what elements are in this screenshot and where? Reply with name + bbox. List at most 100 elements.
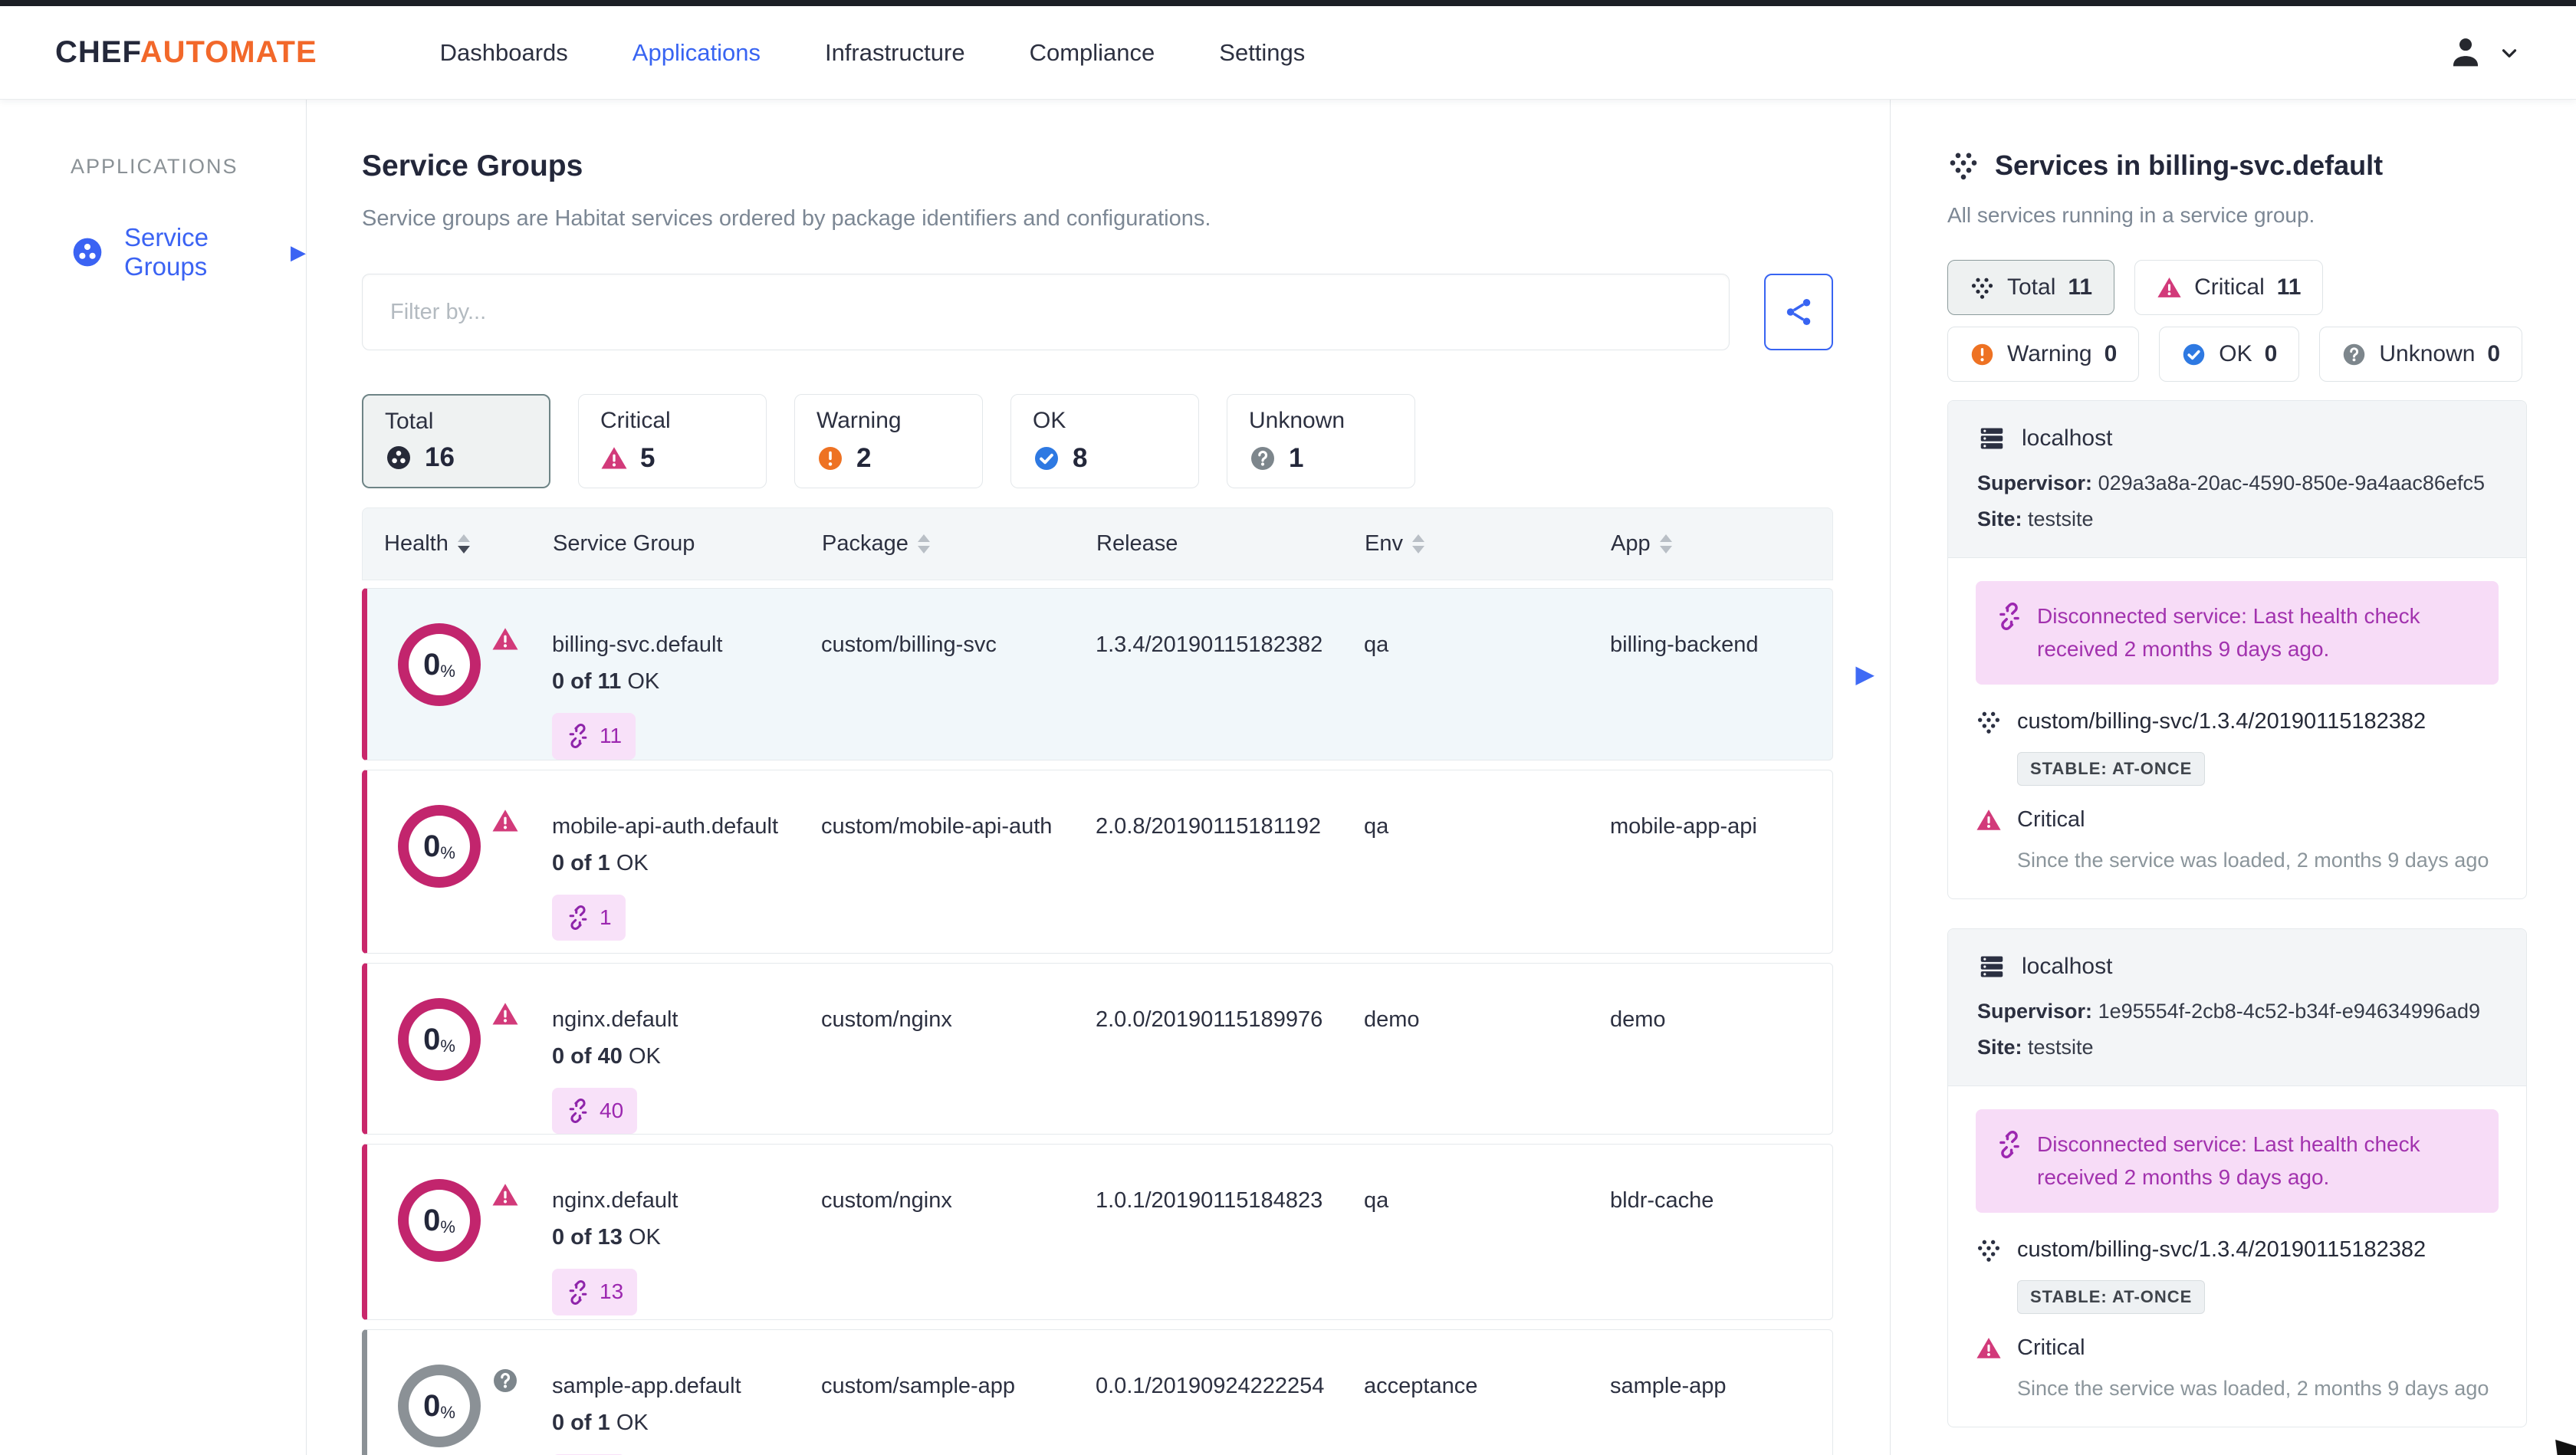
service-group-cell: nginx.default 0 of 40 OK 40 — [552, 964, 821, 1135]
env-cell: qa — [1364, 632, 1389, 657]
caret-right-icon: ▶ — [291, 240, 306, 264]
services-panel: Services in billing-svc.default All serv… — [1891, 100, 2576, 1455]
channel-badge: STABLE: AT-ONCE — [2017, 1279, 2206, 1314]
since-text: Since the service was loaded, 2 months 9… — [2017, 1376, 2489, 1400]
app-cell: billing-backend — [1610, 632, 1759, 657]
server-icon — [1977, 952, 2006, 981]
broken-link-icon — [566, 905, 590, 930]
column-app[interactable]: App — [1611, 531, 1832, 557]
service-card-body: Disconnected service: Last health check … — [1948, 558, 2526, 898]
logo-chef: CHEF — [55, 35, 140, 69]
stat-value: 8 — [1073, 443, 1088, 473]
service-group-cell: mobile-api-auth.default 0 of 1 OK 1 — [552, 770, 821, 953]
service-group-cell: nginx.default 0 of 13 OK 13 — [552, 1145, 821, 1319]
sort-arrows-icon — [1411, 534, 1424, 553]
critical-icon — [2157, 275, 2182, 301]
app-cell: sample-app — [1610, 1374, 1727, 1399]
env-cell: acceptance — [1364, 1374, 1478, 1399]
share-icon — [1783, 296, 1815, 328]
package-identifier: custom/billing-svc/1.3.4/20190115182382 — [1976, 1237, 2499, 1263]
pill-unknown[interactable]: Unknown 0 — [2319, 327, 2523, 382]
env-cell: qa — [1364, 813, 1389, 839]
stat-card-unknown[interactable]: Unknown 1 — [1227, 394, 1415, 488]
broken-link-icon — [566, 1099, 590, 1123]
table-row[interactable]: 0% billing-svc.default 0 of 11 OK 11 cus… — [362, 588, 1875, 760]
total-icon — [385, 444, 412, 471]
health-cell: 0% — [367, 770, 552, 953]
broken-link-icon — [566, 1280, 590, 1305]
app-cell: bldr-cache — [1610, 1188, 1714, 1214]
disconnected-count-badge: 1 — [552, 894, 626, 941]
stat-card-critical[interactable]: Critical 5 — [578, 394, 767, 488]
host-name: localhost — [2022, 425, 2113, 451]
release-cell: 1.0.1/20190115184823 — [1096, 1188, 1323, 1214]
stat-label: Critical — [600, 408, 671, 433]
table-header: Health Service Group Package Release Env… — [362, 507, 1833, 580]
ok-icon — [2181, 342, 2206, 367]
broken-link-icon — [1996, 603, 2023, 630]
package-cell: custom/nginx — [821, 1188, 952, 1214]
nav-infrastructure[interactable]: Infrastructure — [824, 38, 965, 66]
nav-items: Dashboards Applications Infrastructure C… — [440, 39, 1306, 67]
release-cell: 1.3.4/20190115182382 — [1096, 632, 1323, 657]
stat-value: 2 — [856, 443, 872, 473]
services-icon — [1976, 1237, 2002, 1263]
service-status: Critical — [1976, 807, 2499, 833]
pill-ok[interactable]: OK 0 — [2159, 327, 2300, 382]
service-card-body: Disconnected service: Last health check … — [1948, 1086, 2526, 1427]
broken-link-icon — [566, 724, 590, 748]
since-text: Since the service was loaded, 2 months 9… — [2017, 848, 2489, 872]
disconnected-count-badge: 11 — [552, 713, 636, 760]
panel-subtitle: All services running in a service group. — [1947, 203, 2315, 227]
nav-dashboards[interactable]: Dashboards — [439, 38, 568, 66]
panel-title: Services in billing-svc.default — [1947, 149, 2527, 182]
page-subtitle: Service groups are Habitat services orde… — [362, 206, 1211, 231]
service-card-header: localhost Supervisor: 1e95554f-2cb8-4c52… — [1948, 928, 2526, 1086]
nav-settings[interactable]: Settings — [1219, 38, 1306, 66]
column-package[interactable]: Package — [822, 531, 1096, 557]
health-donut: 0% — [398, 804, 481, 888]
chef-automate-logo[interactable]: CHEFAUTOMATE — [55, 35, 317, 70]
unknown-icon — [1249, 445, 1276, 472]
pill-total[interactable]: Total 11 — [1947, 260, 2115, 315]
nav-compliance[interactable]: Compliance — [1029, 38, 1155, 66]
column-health[interactable]: Health — [363, 531, 553, 557]
pill-critical[interactable]: Critical 11 — [2134, 260, 2324, 315]
user-menu[interactable] — [2446, 33, 2521, 73]
top-strip — [0, 0, 2576, 6]
app-cell: mobile-app-api — [1610, 813, 1757, 839]
column-release: Release — [1096, 531, 1178, 556]
stat-card-warning[interactable]: Warning 2 — [794, 394, 983, 488]
user-icon — [2446, 33, 2486, 73]
table-row[interactable]: 0% nginx.default 0 of 40 OK 40 custom/ng… — [362, 962, 1833, 1135]
stat-card-total[interactable]: Total 16 — [362, 394, 550, 488]
service-status-pills: Total 11 Critical 11 Warning 0 OK 0 Unkn… — [1947, 260, 2527, 382]
stat-card-ok[interactable]: OK 8 — [1010, 394, 1199, 488]
stat-label: Total — [385, 409, 434, 434]
table-row[interactable]: 0% sample-app.default 0 of 1 OK 1 custom… — [362, 1329, 1833, 1455]
disconnected-alert: Disconnected service: Last health check … — [1976, 581, 2499, 685]
share-button[interactable] — [1764, 274, 1833, 350]
filter-input[interactable] — [362, 274, 1730, 350]
stat-label: Warning — [816, 408, 902, 433]
nav-applications[interactable]: Applications — [632, 38, 761, 66]
service-card-header: localhost Supervisor: 029a3a8a-20ac-4590… — [1948, 401, 2526, 558]
sidebar: APPLICATIONS Service Groups ▶ — [0, 100, 307, 1455]
supervisor-line: Supervisor: 1e95554f-2cb8-4c52-b34f-e946… — [1977, 999, 2480, 1023]
expand-caret-icon: ▶ — [1855, 660, 1875, 688]
pill-warning[interactable]: Warning 0 — [1947, 327, 2140, 382]
release-cell: 2.0.8/20190115181192 — [1096, 813, 1322, 839]
stat-label: Unknown — [1249, 408, 1346, 433]
sidebar-item-service-groups[interactable]: Service Groups ▶ — [71, 223, 306, 281]
stat-value: 1 — [1289, 443, 1304, 473]
health-cell: 0% — [367, 589, 552, 760]
release-cell: 2.0.0/20190115189976 — [1096, 1007, 1323, 1032]
column-env[interactable]: Env — [1365, 531, 1611, 557]
health-cell: 0% — [367, 1145, 552, 1319]
server-icon — [1977, 424, 2006, 453]
critical-icon — [491, 1181, 519, 1209]
total-icon — [1970, 275, 1995, 301]
table-row[interactable]: 0% nginx.default 0 of 13 OK 13 custom/ng… — [362, 1144, 1833, 1321]
table-row[interactable]: 0% mobile-api-auth.default 0 of 1 OK 1 c… — [362, 769, 1833, 954]
unknown-icon — [491, 1367, 519, 1394]
